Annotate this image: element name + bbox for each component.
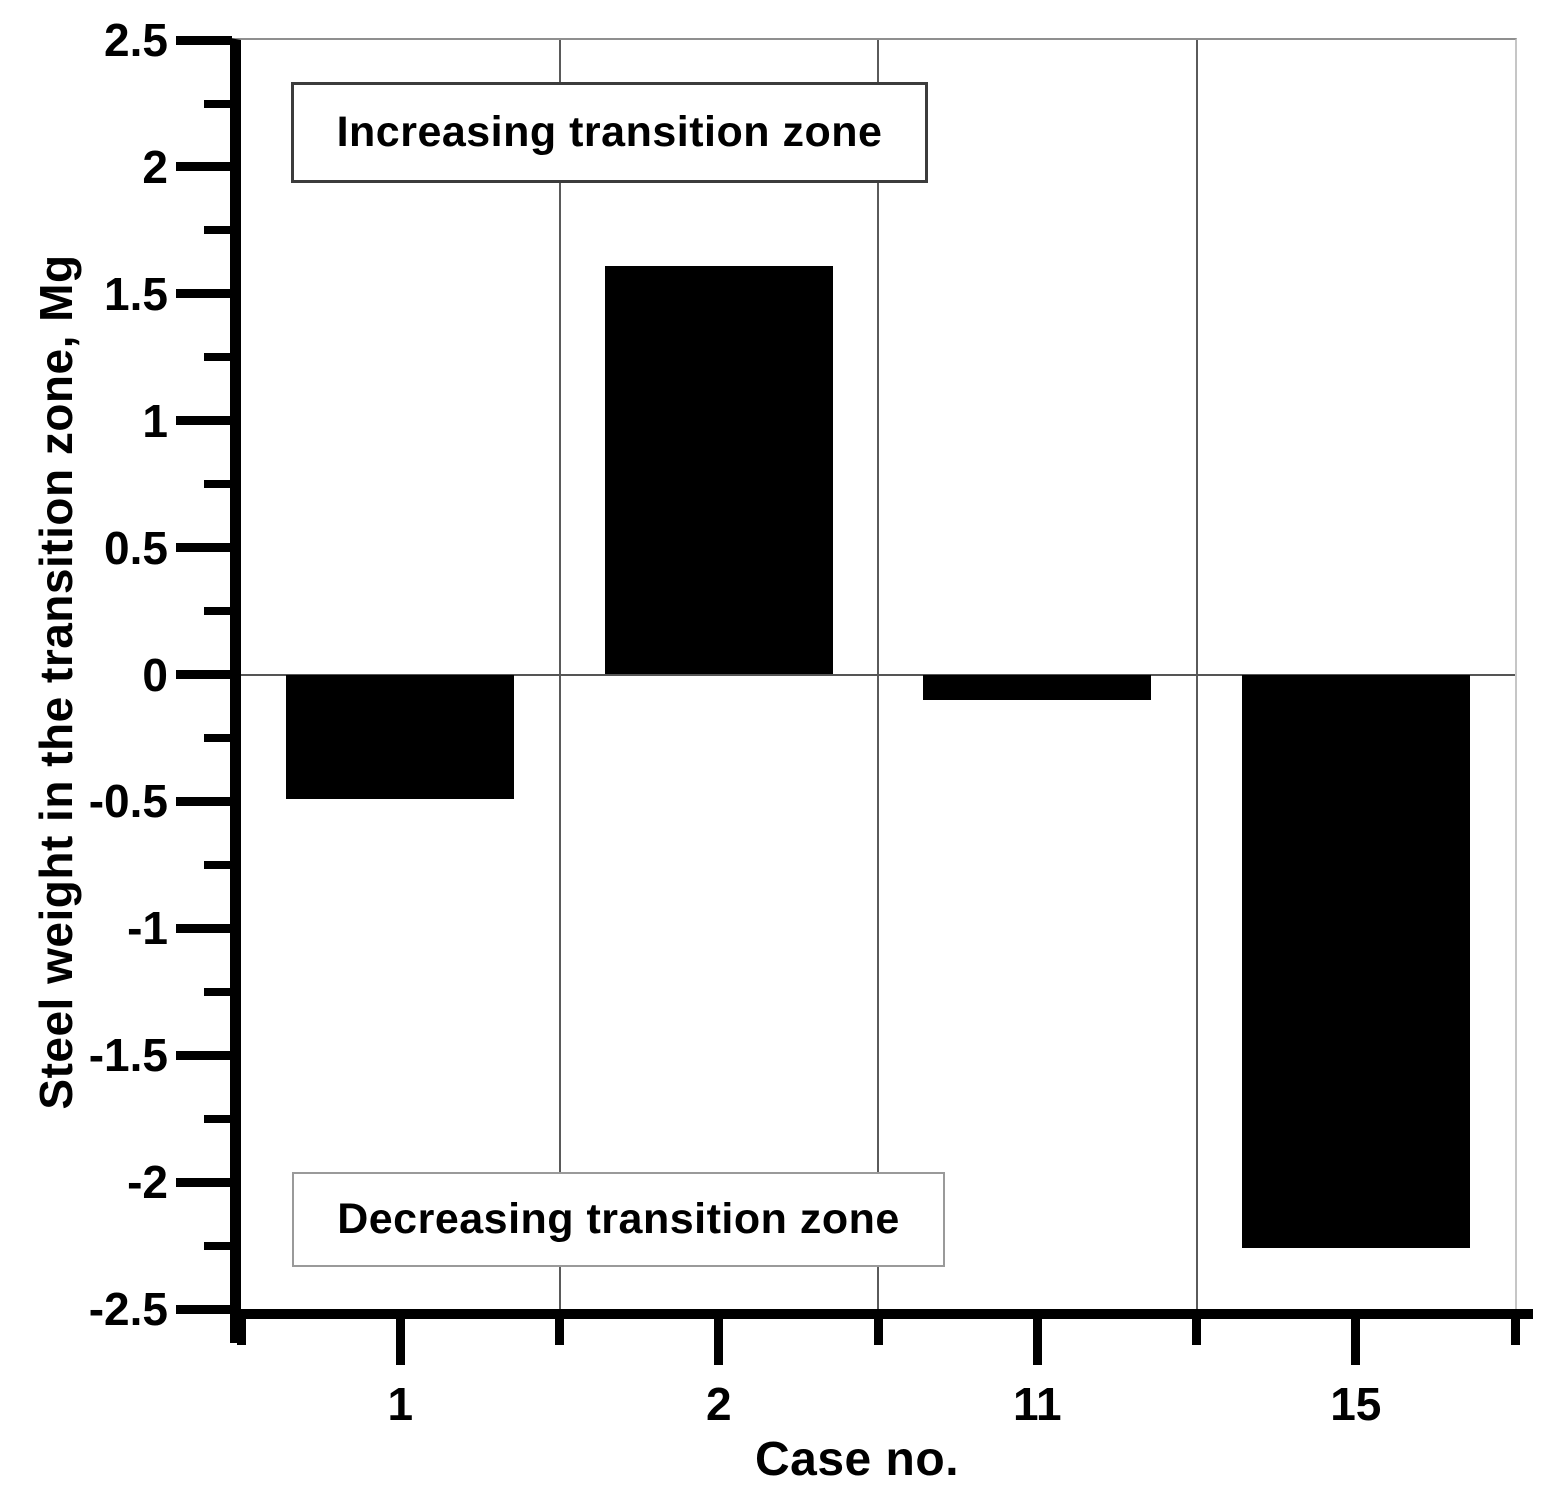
x-minor-tick [1510, 1319, 1520, 1345]
bar-case-2 [604, 265, 833, 675]
y-tick-label: -2 [127, 1156, 168, 1209]
y-major-tick [176, 796, 232, 806]
y-axis-title: Steel weight in the transition zone, Mg [30, 254, 82, 1110]
y-tick-label: 0.5 [104, 521, 168, 574]
annotation-increasing-text: Increasing transition zone [336, 108, 883, 156]
y-minor-tick [204, 607, 232, 616]
y-major-tick [176, 1050, 232, 1060]
y-major-tick [176, 35, 232, 45]
x-tick-label: 1 [387, 1378, 414, 1430]
zero-line [241, 673, 1515, 676]
x-minor-tick [873, 1319, 883, 1345]
x-major-tick [1032, 1319, 1042, 1365]
y-major-tick [176, 1177, 232, 1187]
plot-area: Increasing transition zone Decreasing tr… [230, 38, 1517, 1319]
x-minor-tick [236, 1319, 246, 1345]
y-major-tick [176, 162, 232, 172]
y-minor-tick [204, 1114, 232, 1123]
y-minor-tick [204, 353, 232, 362]
y-minor-tick [204, 1241, 232, 1250]
y-major-tick [176, 670, 232, 679]
y-tick-label: 1 [142, 394, 168, 447]
y-tick-label: -1 [127, 902, 168, 955]
x-major-tick [714, 1319, 724, 1365]
y-axis-line-extension [230, 1309, 241, 1343]
x-minor-tick [555, 1319, 564, 1345]
y-minor-tick [204, 734, 232, 742]
y-tick-label: -0.5 [88, 775, 168, 828]
x-tick-label: 15 [1330, 1378, 1382, 1430]
bar-case-11 [923, 674, 1152, 700]
y-tick-label: 0 [142, 648, 168, 701]
annotation-increasing-transition-zone: Increasing transition zone [291, 82, 928, 183]
y-major-tick [176, 1304, 232, 1314]
y-major-tick [176, 923, 232, 933]
x-tick-label: 2 [706, 1378, 732, 1430]
y-major-tick [176, 289, 232, 299]
bar-case-1 [286, 674, 515, 799]
x-tick-label: 11 [1012, 1378, 1062, 1430]
annotation-decreasing-text: Decreasing transition zone [337, 1195, 900, 1243]
x-major-tick [1351, 1319, 1361, 1365]
y-minor-tick [204, 226, 232, 235]
y-minor-tick [204, 987, 232, 996]
y-tick-label: -2.5 [88, 1283, 168, 1335]
y-tick-label: 2 [142, 140, 168, 193]
y-tick-label: -1.5 [88, 1029, 168, 1082]
y-major-tick [176, 543, 232, 553]
y-minor-tick [204, 480, 232, 489]
annotation-decreasing-transition-zone: Decreasing transition zone [292, 1172, 945, 1267]
x-major-tick [395, 1319, 405, 1365]
x-minor-tick [1192, 1319, 1201, 1345]
bar-case-15 [1241, 674, 1470, 1249]
y-major-tick [176, 416, 232, 426]
y-tick-label: 2.5 [104, 14, 168, 66]
x-axis-title: Case no. [754, 1433, 960, 1486]
y-minor-tick [204, 99, 232, 108]
x-axis-line-extension [1515, 1309, 1533, 1319]
y-tick-label: 1.5 [104, 267, 168, 320]
y-minor-tick [204, 860, 232, 869]
